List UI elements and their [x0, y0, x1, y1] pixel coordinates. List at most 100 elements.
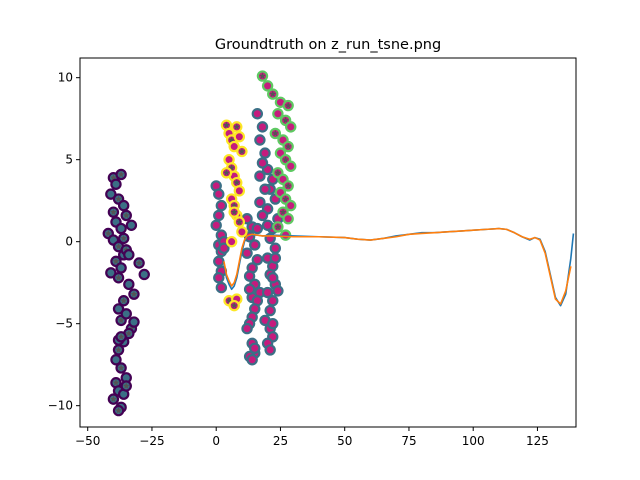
star-marker	[259, 72, 266, 79]
scatter-point	[110, 354, 122, 366]
scatter-point	[261, 80, 274, 92]
scatter-point	[213, 188, 225, 200]
scatter-point	[123, 278, 135, 291]
star-marker	[104, 229, 112, 237]
star-marker	[279, 208, 287, 216]
scatter-series-4	[251, 108, 271, 235]
scatter-point	[241, 247, 253, 259]
star-marker	[135, 259, 143, 266]
y-tick-label: 10	[58, 71, 73, 85]
scatter-point	[256, 209, 269, 222]
scatter-point	[264, 344, 276, 356]
star-marker	[230, 302, 238, 309]
scatter-point	[218, 242, 230, 254]
scatter-point	[236, 226, 248, 238]
scatter-point	[251, 108, 264, 120]
scatter-point	[272, 108, 284, 120]
star-marker	[120, 234, 128, 242]
x-tick-label: 125	[526, 434, 549, 448]
star-marker	[269, 90, 277, 97]
data-marks	[102, 70, 575, 417]
scatter-point	[105, 267, 117, 279]
star-marker	[230, 202, 238, 209]
scatter-series-1	[210, 163, 284, 366]
scatter-point	[138, 268, 150, 281]
star-marker	[282, 116, 290, 124]
scatter-point	[105, 188, 117, 200]
scatter-point	[215, 281, 228, 294]
scatter-point	[228, 140, 240, 153]
star-marker	[284, 142, 292, 150]
scatter-point	[256, 121, 269, 133]
scatter-point	[225, 235, 238, 248]
star-marker	[115, 243, 122, 250]
x-tick-label: 0	[212, 434, 220, 448]
scatter-point	[254, 196, 266, 209]
star-marker	[223, 121, 230, 129]
scatter-point	[213, 255, 225, 268]
star-marker	[274, 223, 282, 230]
scatter-point	[246, 354, 258, 366]
scatter-point	[285, 160, 297, 172]
x-tick-label: 100	[462, 434, 485, 448]
x-tick-label: −50	[75, 434, 100, 448]
scatter-point	[233, 131, 246, 143]
scatter-point	[120, 308, 132, 320]
series-line-1	[223, 227, 572, 305]
scatter-point	[210, 219, 222, 231]
y-tick-label: 0	[65, 235, 73, 249]
scatter-point	[123, 249, 135, 261]
scatter-point	[249, 342, 261, 354]
scatter-series-2	[220, 119, 248, 312]
star-marker	[122, 382, 130, 389]
scatter-point	[272, 285, 284, 297]
scatter-point	[264, 304, 276, 317]
star-marker	[223, 169, 230, 176]
scatter-point	[128, 316, 140, 328]
star-marker	[122, 211, 130, 219]
star-marker	[117, 316, 125, 324]
star-marker	[112, 257, 120, 265]
scatter-point	[249, 239, 261, 251]
scatter-point	[241, 322, 253, 335]
scatter-point	[112, 303, 125, 315]
star-marker	[117, 364, 125, 371]
star-marker	[115, 274, 122, 281]
scatter-point	[269, 252, 282, 264]
star-marker	[271, 129, 279, 137]
star-marker	[228, 164, 236, 171]
star-marker	[109, 174, 117, 181]
scatter-point	[110, 178, 122, 190]
scatter-point	[213, 272, 225, 284]
scatter-point	[259, 147, 271, 159]
scatter-point	[215, 199, 228, 212]
scatter-point	[115, 222, 127, 235]
star-marker	[109, 208, 117, 216]
scatter-point	[256, 157, 269, 169]
x-tick-label: 50	[337, 434, 352, 448]
scatter-point	[267, 295, 279, 307]
scatter-point	[125, 219, 138, 231]
scatter-point	[254, 170, 266, 182]
star-marker	[109, 395, 117, 403]
scatter-point	[115, 262, 127, 274]
scatter-point	[285, 121, 297, 133]
star-marker	[282, 195, 290, 202]
x-tick-label: 75	[401, 434, 416, 448]
star-marker	[120, 297, 128, 304]
star-marker	[115, 346, 122, 353]
chart-title: Groundtruth on z_run_tsne.png	[215, 37, 441, 53]
star-marker	[230, 208, 238, 216]
scatter-point	[267, 317, 279, 330]
scatter-series-0	[102, 168, 150, 417]
star-marker	[233, 123, 241, 130]
scatter-point	[243, 270, 256, 282]
x-tick-label: 25	[273, 434, 288, 448]
scatter-point	[254, 134, 266, 146]
star-marker	[125, 329, 133, 337]
star-marker	[127, 325, 135, 332]
star-marker	[282, 156, 290, 163]
